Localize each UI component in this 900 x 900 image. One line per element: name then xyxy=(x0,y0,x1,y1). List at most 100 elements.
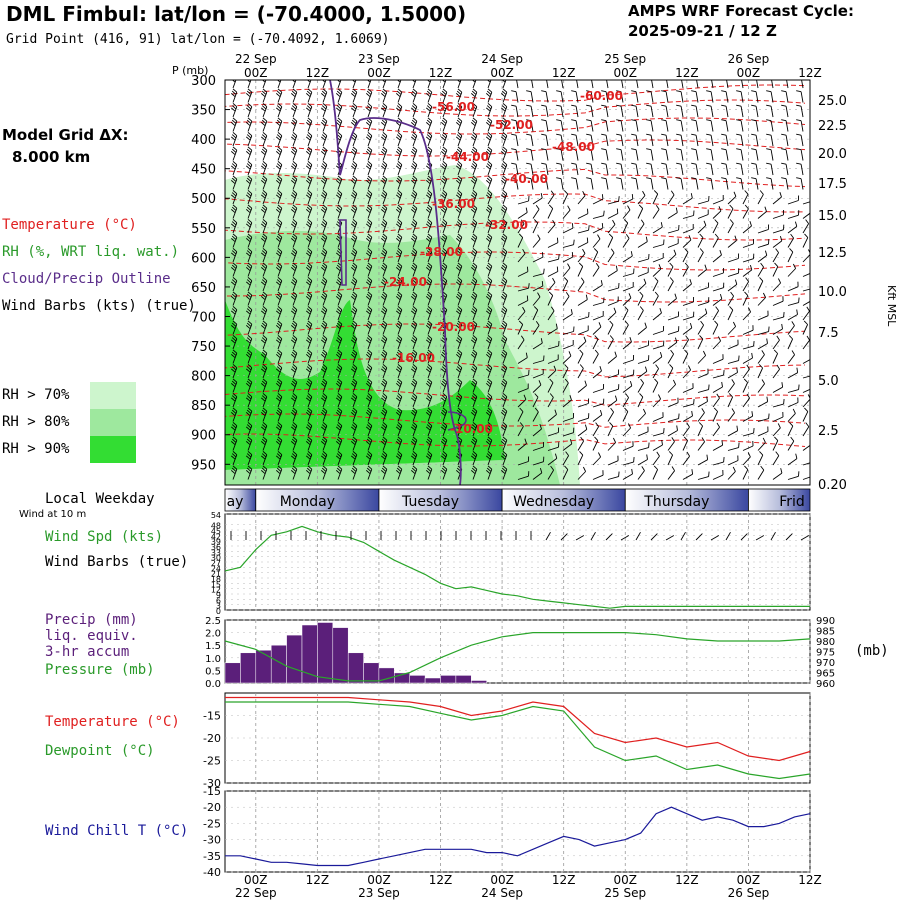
wind-barb-feather xyxy=(246,163,252,168)
wind-barb-feather xyxy=(366,337,372,342)
wind-barb-staff xyxy=(277,280,283,292)
wind-barb xyxy=(381,175,388,190)
time-tick-top: 12Z xyxy=(306,66,330,80)
wind-barb-feather xyxy=(382,436,388,441)
wind-barb-staff xyxy=(277,425,283,437)
wind-barb-feather xyxy=(397,335,403,340)
wind-barb-staff xyxy=(382,266,388,277)
wind-barb-feather xyxy=(246,223,251,228)
wind-barb-feather xyxy=(781,119,787,122)
wind-barb-feather xyxy=(736,90,742,93)
wind-barb-staff xyxy=(742,225,752,234)
wind-barb-feather xyxy=(276,426,281,431)
wind-barb-feather xyxy=(714,233,719,239)
wind-barb-feather xyxy=(511,162,517,165)
wind-barb-feather xyxy=(246,438,252,443)
wind-barb xyxy=(682,383,694,393)
wind-barb-feather xyxy=(381,194,386,199)
wind-barb xyxy=(276,161,283,176)
wind-barb xyxy=(517,195,530,205)
wind-barb-staff xyxy=(547,359,559,364)
wind-barb-staff xyxy=(742,397,750,408)
wind-barb-staff xyxy=(575,91,579,103)
wind-barb xyxy=(766,162,774,176)
wind-barb-feather xyxy=(441,165,446,170)
wind-barb-feather xyxy=(397,451,403,456)
wind-barb-feather xyxy=(442,393,448,398)
wind-barb xyxy=(411,378,418,393)
wind-barb-staff xyxy=(547,271,559,277)
wind-barb xyxy=(381,146,388,161)
wind-barb-feather xyxy=(486,455,491,460)
wind-barb-feather xyxy=(806,306,810,312)
temperature-contour xyxy=(225,168,806,188)
wind-barb-feather xyxy=(456,250,462,255)
wind-barb xyxy=(486,291,493,306)
wind-barb-feather xyxy=(396,151,401,156)
wind-barb-feather xyxy=(442,378,448,383)
wind-barb-staff xyxy=(622,374,634,379)
wind-barb xyxy=(471,291,478,306)
wind-barb-staff xyxy=(457,353,463,364)
wind-barb xyxy=(547,254,560,263)
wind-barb-feather xyxy=(609,422,614,427)
wind-barb-feather xyxy=(456,397,461,402)
wind-barb-feather xyxy=(336,339,341,344)
wind-barb-staff xyxy=(442,280,448,292)
wind-barb-feather xyxy=(352,349,358,354)
wind-barb-feather xyxy=(501,308,507,313)
wind-barb-feather xyxy=(381,281,386,286)
wind-barb-feather xyxy=(366,354,371,359)
wind-barb xyxy=(577,349,584,364)
wind-barb-feather xyxy=(232,132,238,137)
wind-barb-feather xyxy=(502,378,508,383)
wind-barb-staff xyxy=(352,251,358,263)
wind-barb xyxy=(697,454,709,466)
wind-barb-feather xyxy=(306,296,311,301)
wind-barb-feather xyxy=(261,148,267,153)
wind-barb-feather xyxy=(661,148,667,151)
wind-barb-feather xyxy=(352,378,358,383)
wind-barb-feather xyxy=(366,235,372,240)
wind-barb-feather xyxy=(306,455,311,460)
wind-barb-staff xyxy=(562,193,569,205)
wind-barb xyxy=(562,252,574,263)
wind-barb-feather xyxy=(472,320,478,325)
wind-barb-staff xyxy=(712,324,719,335)
wind-barb xyxy=(321,291,328,306)
wind-barb-feather xyxy=(486,380,492,385)
wind-barb-feather xyxy=(731,379,735,384)
wind-barb-feather xyxy=(261,380,267,385)
wind-barb-feather xyxy=(276,136,281,141)
wind-barb xyxy=(787,248,794,263)
wind-barb xyxy=(607,437,617,451)
wind-barb-staff xyxy=(742,345,754,350)
wind-barb xyxy=(622,468,633,480)
wind-barb xyxy=(276,436,283,451)
wind-barb-staff xyxy=(530,135,534,147)
wind-barb-feather xyxy=(307,262,313,267)
wind-barb-feather xyxy=(501,322,507,327)
wind-barb-feather xyxy=(580,436,584,442)
wind-barb-feather xyxy=(261,221,267,226)
wind-barb-staff xyxy=(545,178,549,190)
wind-barb-staff xyxy=(740,106,744,118)
wind-barb-staff xyxy=(412,324,418,335)
wind-barb-staff xyxy=(607,356,617,364)
wind-barb-staff xyxy=(727,208,734,219)
wind-barb xyxy=(802,394,810,408)
temperature-contour xyxy=(225,99,806,117)
wind-barb xyxy=(772,235,783,248)
wind-barb-feather xyxy=(291,134,297,139)
wind-barb-feather xyxy=(352,161,358,166)
wind-barb-staff xyxy=(442,80,447,89)
wind-barb-feather xyxy=(736,133,742,136)
wind-barb-staff xyxy=(652,455,660,466)
wind-barb-staff xyxy=(247,92,253,103)
wind-barb-feather xyxy=(535,204,540,210)
wind-barb-staff xyxy=(637,223,645,234)
wind-barb-feather xyxy=(552,219,556,225)
wind-barb-feather xyxy=(672,379,677,385)
pressure-tick: 850 xyxy=(191,399,216,414)
